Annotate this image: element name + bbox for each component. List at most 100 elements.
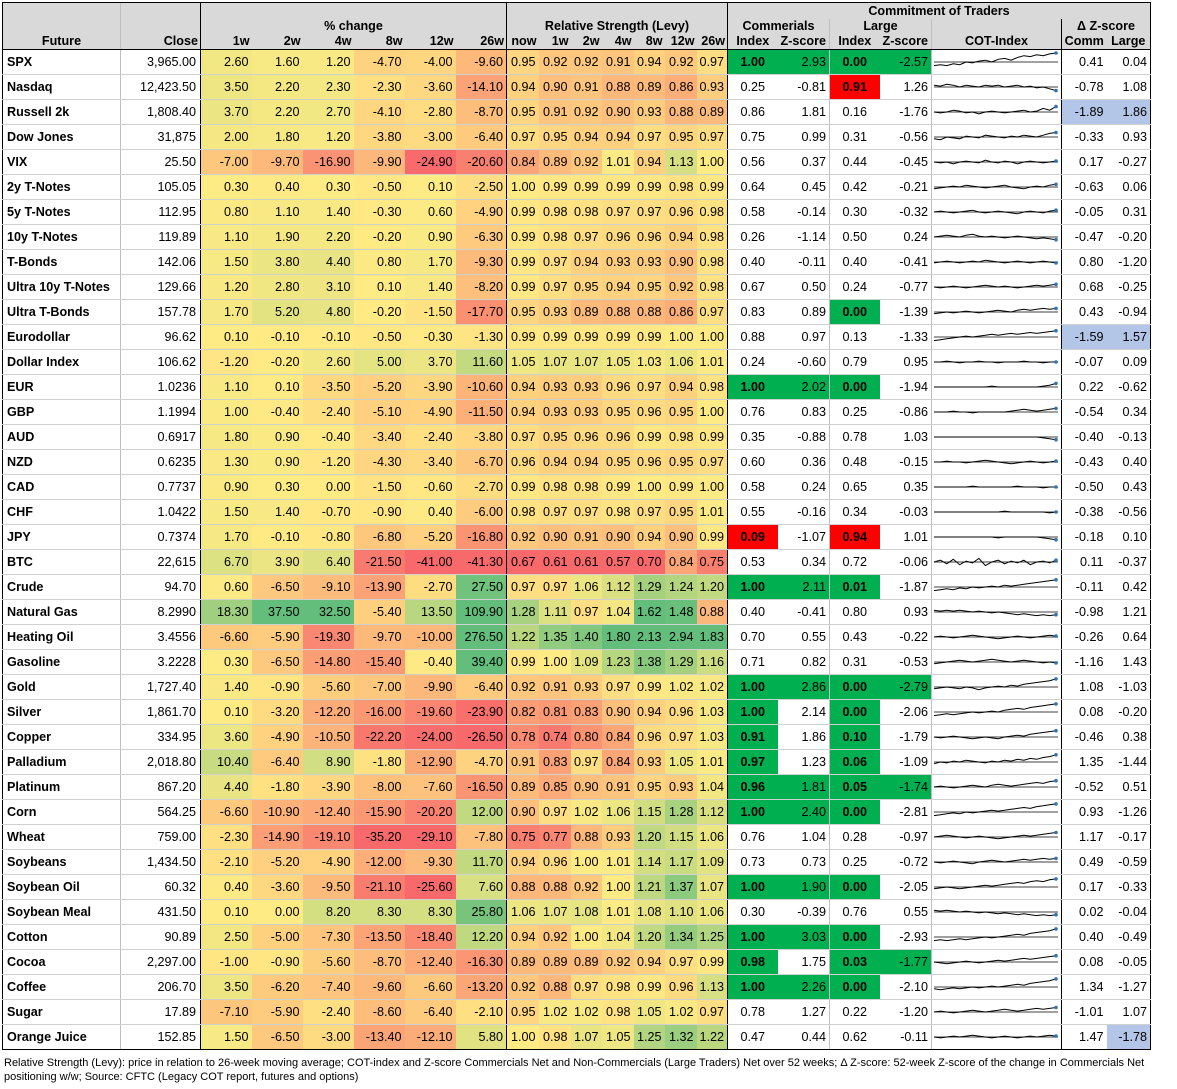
relative-strength-cell: 1.07 [538, 899, 571, 925]
sparkline-series [933, 928, 1057, 942]
sparkline-chart [933, 83, 1059, 93]
relative-strength-cell: 0.99 [538, 324, 571, 350]
cot-index-sparkline [931, 649, 1062, 675]
future-name: Crude [2, 574, 121, 600]
pct-change-cell: -4.70 [353, 49, 405, 75]
pct-change-cell: -0.70 [302, 499, 354, 525]
relative-strength-cell: 0.93 [538, 399, 571, 425]
pct-change-cell: 6.40 [302, 549, 354, 575]
comm-zscore-cell: 0.44 [777, 1024, 830, 1050]
large-index-cell: 0.31 [829, 124, 880, 150]
sparkline-series [934, 407, 1057, 414]
relative-strength-cell: 1.05 [664, 749, 697, 775]
relative-strength-cell: 0.97 [633, 124, 665, 150]
relative-strength-cell: 0.96 [664, 199, 697, 225]
relative-strength-cell: 0.99 [506, 274, 539, 300]
pct-change-cell: -3.00 [302, 1024, 354, 1050]
large-index-cell: 0.03 [829, 949, 880, 975]
relative-strength-cell: 0.93 [538, 374, 571, 400]
dz-comm-cell: 0.17 [1061, 874, 1107, 900]
large-zscore-cell: -0.21 [879, 174, 932, 200]
comm-zscore-cell: 0.97 [777, 324, 830, 350]
comm-zscore-cell: 0.50 [777, 274, 830, 300]
table-row: BTC 22,615 6.70 3.90 6.40 -21.50 -41.00 -41.30 0… [2, 549, 1152, 575]
pct-change-cell: 3.10 [302, 274, 354, 300]
sparkline-series [933, 330, 1057, 342]
cot-index-sparkline [931, 624, 1062, 650]
relative-strength-cell: 0.96 [633, 449, 665, 475]
dz-comm-cell: 0.40 [1061, 924, 1107, 950]
dz-large-cell: 0.10 [1106, 524, 1152, 550]
relative-strength-cell: 0.97 [570, 499, 602, 525]
relative-strength-cell: 0.97 [696, 299, 728, 325]
relative-strength-cell: 0.94 [570, 249, 602, 275]
relative-strength-cell: 1.10 [664, 899, 697, 925]
sparkline-series [933, 780, 1057, 789]
sparkline-last-point [1054, 104, 1058, 109]
pct-change-cell: 1.40 [200, 674, 252, 700]
pct-change-cell: -20.20 [404, 799, 456, 825]
large-zscore-cell: -1.94 [879, 374, 932, 400]
large-index-cell: 0.31 [829, 649, 880, 675]
cot-index-sparkline [931, 324, 1062, 350]
relative-strength-cell: 0.91 [601, 774, 634, 800]
large-zscore-cell: 1.03 [879, 424, 932, 450]
pct-change-cell: 11.60 [455, 349, 507, 375]
futures-table-body: SPX 3,965.00 2.60 1.60 1.20 -4.70 -4.00 -9.60 0.… [2, 49, 1152, 1050]
comm-zscore-cell: 1.86 [777, 724, 830, 750]
close-value: 3,965.00 [120, 49, 201, 75]
large-zscore-cell: -0.77 [879, 274, 932, 300]
pct-change-cell: 5.20 [251, 299, 303, 325]
pct-change-cell: -6.80 [353, 524, 405, 550]
future-name: Sugar [2, 999, 121, 1025]
relative-strength-cell: 0.99 [601, 174, 634, 200]
pct-change-cell: -0.20 [353, 224, 405, 250]
relative-strength-cell: 0.98 [696, 249, 728, 275]
pct-change-cell: 109.90 [455, 599, 507, 625]
future-name: GBP [2, 399, 121, 425]
comm-zscore-cell: 0.34 [777, 549, 830, 575]
pct-change-cell: -19.10 [302, 824, 354, 850]
dz-large-cell: -0.04 [1106, 899, 1152, 925]
relative-strength-cell: 0.61 [570, 549, 602, 575]
relative-strength-cell: 1.06 [664, 349, 697, 375]
sparkline-chart [933, 927, 1059, 942]
relative-strength-cell: 1.03 [696, 699, 728, 725]
sparkline-series [933, 730, 1057, 740]
future-name: Corn [2, 799, 121, 825]
sparkline-chart [933, 658, 1059, 665]
large-zscore-cell: 0.35 [879, 474, 932, 500]
close-value: 90.89 [120, 924, 201, 950]
pct-change-cell: 5.80 [455, 1024, 507, 1050]
sparkline-series [933, 557, 1057, 567]
relative-strength-cell: 0.97 [538, 274, 571, 300]
dz-large-cell: -1.20 [1106, 249, 1152, 275]
relative-strength-cell: 0.97 [570, 749, 602, 775]
comm-zscore-cell: 2.26 [777, 974, 830, 1000]
dz-comm-cell: -0.47 [1061, 224, 1107, 250]
cot-index-sparkline [931, 374, 1062, 400]
relative-strength-cell: 0.82 [506, 699, 539, 725]
close-value: 564.25 [120, 799, 201, 825]
sparkline-last-point [1054, 306, 1058, 311]
relative-strength-cell: 0.78 [506, 724, 539, 750]
large-index-cell: 0.50 [829, 224, 880, 250]
sparkline-series [934, 536, 1057, 541]
relative-strength-cell: 0.84 [601, 749, 634, 775]
pct-change-cell: 27.50 [455, 574, 507, 600]
pct-change-cell: -12.40 [404, 949, 456, 975]
cot-index-sparkline [931, 224, 1062, 250]
large-zscore-cell: -0.56 [879, 124, 932, 150]
relative-strength-cell: 0.94 [664, 374, 697, 400]
comm-index-cell: 0.58 [727, 199, 778, 225]
pct-change-cell: -16.80 [455, 524, 507, 550]
relative-strength-cell: 1.34 [664, 924, 697, 950]
pct-change-cell: -9.70 [251, 149, 303, 175]
close-value: 1,727.40 [120, 674, 201, 700]
pct-change-cell: -14.80 [302, 649, 354, 675]
comm-index-cell: 0.91 [727, 724, 778, 750]
dz-comm-cell: 1.35 [1061, 749, 1107, 775]
large-zscore-cell: -1.77 [879, 949, 932, 975]
sparkline-last-point [1054, 510, 1058, 514]
sparkline-last-point [1054, 537, 1058, 542]
